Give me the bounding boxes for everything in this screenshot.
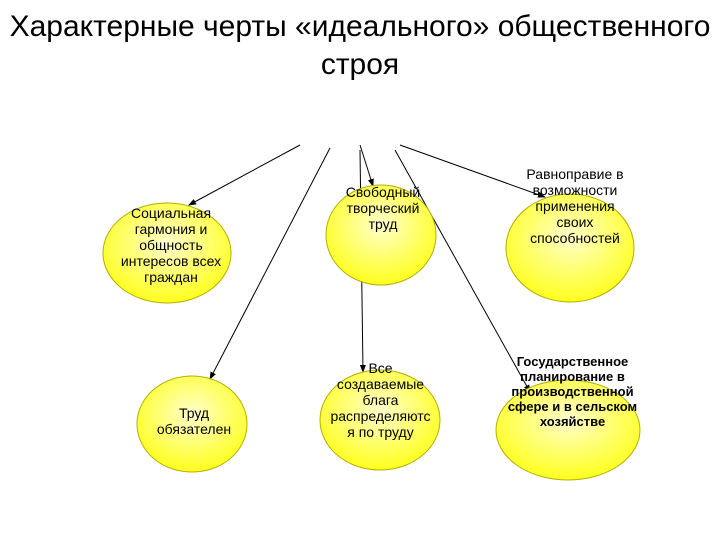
edge-n2: [360, 145, 373, 186]
diagram-title: Характерные черты «идеального» обществен…: [0, 8, 720, 83]
edge-n1: [189, 145, 300, 205]
edge-n4: [210, 148, 330, 379]
node-label-n3: Равноправие в возможности применения сво…: [520, 166, 630, 246]
node-label-n5: Все создаваемые блага распределяются по …: [328, 360, 433, 440]
node-label-n6: Государственное планирование в производс…: [505, 355, 640, 430]
node-label-n1: Социальная гармония и общность интересов…: [115, 205, 227, 285]
node-label-n4: Труд обязателен: [150, 405, 238, 437]
node-label-n2: Свободный творческий труд: [340, 184, 426, 232]
